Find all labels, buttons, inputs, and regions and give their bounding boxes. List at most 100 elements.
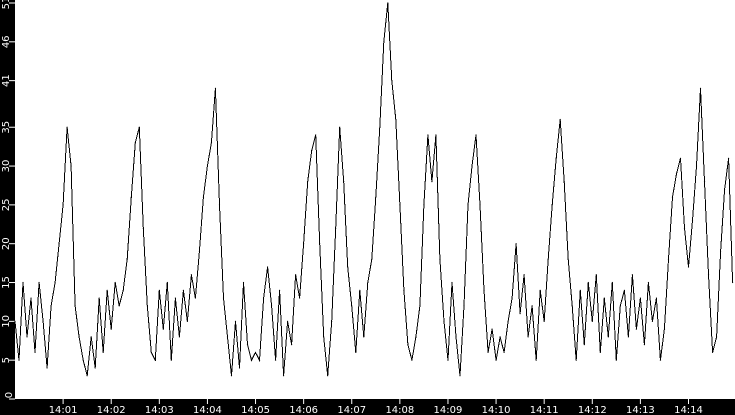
x-tick-label: 14:09 [434, 405, 463, 415]
y-tick-label: 15 [1, 276, 12, 289]
data-point [282, 375, 285, 377]
data-point [274, 359, 277, 361]
data-point [603, 297, 605, 299]
data-point [491, 328, 493, 330]
data-point [134, 142, 136, 144]
data-point [122, 289, 124, 291]
data-point [311, 149, 313, 152]
data-point [74, 305, 76, 307]
data-point [178, 336, 180, 338]
data-point [170, 359, 172, 361]
data-point [258, 359, 261, 361]
data-point [214, 87, 217, 90]
data-point [679, 157, 682, 159]
data-point [186, 320, 188, 322]
data-point [395, 118, 397, 121]
data-point [162, 328, 164, 330]
data-point [375, 196, 377, 198]
data-point [90, 336, 92, 338]
data-points [14, 2, 734, 377]
data-point [511, 297, 513, 299]
data-point [58, 243, 60, 245]
x-tick-label: 14:03 [145, 405, 174, 415]
data-point [479, 204, 481, 206]
data-point [439, 258, 441, 260]
data-point [190, 274, 192, 276]
data-point [210, 142, 213, 144]
data-point [355, 351, 357, 354]
data-point [250, 359, 253, 361]
data-point [26, 336, 28, 338]
data-point [78, 336, 80, 338]
data-point [503, 351, 505, 354]
y-tick-label: 5 [1, 357, 12, 363]
x-tick-label: 14:04 [193, 405, 222, 415]
data-point [38, 281, 40, 284]
data-point [703, 180, 706, 183]
data-point [242, 281, 245, 284]
data-point [86, 375, 88, 377]
data-point [515, 243, 517, 245]
data-point [94, 367, 96, 369]
y-tick-label: 35 [1, 121, 12, 134]
data-point [307, 180, 309, 183]
data-point [639, 297, 641, 299]
y-tick-label: 10 [1, 315, 12, 328]
data-point [206, 165, 209, 167]
data-point [319, 243, 321, 245]
data-point [142, 227, 144, 229]
data-point [623, 289, 625, 291]
data-point [14, 320, 16, 322]
x-tick-label: 14:07 [337, 405, 366, 415]
data-point [671, 196, 674, 198]
data-point [499, 336, 501, 338]
data-point [635, 328, 637, 330]
data-point [110, 328, 112, 330]
data-point [54, 281, 56, 284]
data-point [254, 351, 257, 354]
data-point [507, 320, 509, 322]
data-point [299, 297, 301, 299]
data-point [130, 196, 132, 198]
data-point [146, 305, 148, 307]
data-point [551, 204, 553, 206]
data-point [579, 289, 581, 291]
x-tick-label: 14:12 [578, 405, 607, 415]
data-point [403, 289, 405, 291]
data-point [222, 297, 225, 299]
data-point [447, 359, 449, 361]
data-point [262, 297, 265, 299]
data-point [347, 266, 349, 268]
data-point [559, 118, 561, 121]
y-tick-label: 20 [1, 237, 12, 250]
data-point [651, 320, 654, 322]
data-point [291, 344, 293, 346]
y-tick-label: 41 [1, 74, 12, 87]
data-point [226, 336, 229, 338]
data-point [495, 359, 497, 361]
data-point [715, 336, 718, 338]
data-point [719, 250, 722, 253]
data-point [158, 289, 160, 291]
data-point [535, 359, 537, 361]
data-point [607, 336, 609, 338]
data-point [463, 305, 465, 307]
data-point [371, 258, 373, 260]
y-tick-label: 46 [1, 35, 12, 48]
data-point [270, 305, 273, 307]
x-tick-label: 14:08 [385, 405, 414, 415]
data-point [182, 289, 184, 291]
data-point [387, 2, 389, 4]
data-point [327, 375, 329, 377]
data-point [659, 359, 662, 361]
data-point [523, 274, 525, 276]
data-point [543, 320, 545, 322]
data-point [647, 281, 650, 284]
data-point [303, 243, 305, 245]
data-point [42, 320, 44, 322]
data-point [62, 204, 64, 206]
data-point [246, 344, 249, 346]
data-point [467, 204, 469, 206]
data-point [363, 336, 365, 338]
series-line [14, 2, 734, 376]
